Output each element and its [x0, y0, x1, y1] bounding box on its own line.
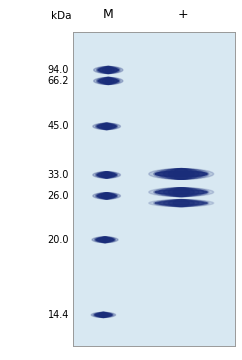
Ellipse shape — [101, 123, 112, 130]
Ellipse shape — [98, 172, 115, 178]
Ellipse shape — [98, 312, 108, 318]
Ellipse shape — [94, 67, 123, 73]
Ellipse shape — [104, 172, 109, 178]
Ellipse shape — [93, 172, 121, 178]
Ellipse shape — [159, 188, 204, 197]
Ellipse shape — [96, 123, 118, 130]
Ellipse shape — [97, 77, 120, 84]
Ellipse shape — [93, 123, 121, 130]
Ellipse shape — [96, 312, 111, 318]
Ellipse shape — [96, 238, 114, 242]
Ellipse shape — [163, 200, 199, 207]
Text: 14.4: 14.4 — [48, 310, 69, 320]
Ellipse shape — [95, 314, 112, 316]
Ellipse shape — [159, 200, 204, 207]
Ellipse shape — [155, 190, 207, 194]
Ellipse shape — [96, 193, 118, 199]
Ellipse shape — [97, 237, 113, 243]
Ellipse shape — [149, 168, 214, 179]
Ellipse shape — [101, 172, 112, 178]
Text: +: + — [178, 8, 188, 22]
Text: 26.0: 26.0 — [47, 191, 69, 201]
Ellipse shape — [105, 67, 111, 73]
Ellipse shape — [168, 168, 194, 179]
Ellipse shape — [102, 237, 108, 243]
Ellipse shape — [154, 168, 209, 179]
Ellipse shape — [149, 200, 214, 207]
Ellipse shape — [102, 77, 114, 84]
Ellipse shape — [100, 237, 110, 243]
Text: 66.2: 66.2 — [47, 76, 69, 86]
Ellipse shape — [99, 77, 117, 84]
Ellipse shape — [104, 123, 109, 130]
Ellipse shape — [149, 188, 214, 197]
Text: 94.0: 94.0 — [48, 65, 69, 75]
Ellipse shape — [101, 193, 112, 199]
Ellipse shape — [92, 237, 118, 243]
Ellipse shape — [173, 168, 189, 179]
Ellipse shape — [98, 68, 119, 72]
Ellipse shape — [159, 168, 204, 179]
Ellipse shape — [97, 194, 116, 198]
Text: 20.0: 20.0 — [47, 235, 69, 245]
Ellipse shape — [163, 188, 199, 197]
Ellipse shape — [98, 123, 115, 130]
Ellipse shape — [98, 193, 115, 199]
Text: 33.0: 33.0 — [48, 170, 69, 180]
Ellipse shape — [94, 77, 123, 84]
Ellipse shape — [101, 312, 106, 318]
Ellipse shape — [154, 200, 209, 207]
Ellipse shape — [97, 173, 116, 177]
Ellipse shape — [173, 188, 189, 197]
Ellipse shape — [97, 125, 116, 128]
Text: kDa: kDa — [51, 12, 71, 22]
Ellipse shape — [155, 171, 207, 177]
Ellipse shape — [98, 79, 119, 83]
Text: M: M — [103, 8, 114, 22]
Ellipse shape — [94, 312, 113, 318]
Ellipse shape — [99, 67, 117, 73]
Ellipse shape — [93, 193, 121, 199]
Ellipse shape — [168, 188, 194, 197]
Text: 45.0: 45.0 — [47, 121, 69, 131]
Ellipse shape — [105, 77, 111, 84]
Ellipse shape — [104, 193, 109, 199]
Ellipse shape — [155, 201, 207, 205]
Ellipse shape — [163, 168, 199, 179]
Ellipse shape — [91, 312, 116, 318]
Ellipse shape — [154, 188, 209, 197]
Ellipse shape — [97, 67, 120, 73]
Ellipse shape — [95, 237, 115, 243]
Ellipse shape — [96, 172, 118, 178]
Ellipse shape — [173, 200, 189, 207]
Ellipse shape — [168, 200, 194, 207]
Ellipse shape — [102, 67, 114, 73]
